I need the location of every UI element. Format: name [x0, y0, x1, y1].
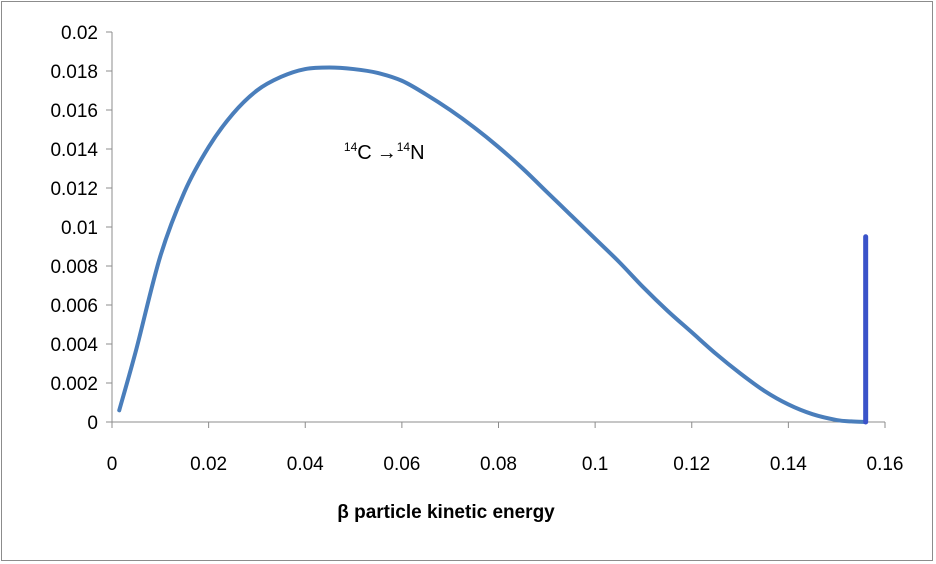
- tick-labels: 0 0.002 0.004 0.006 0.008 0.01 0.012 0.014 0.016…: [50, 23, 903, 475]
- y-tick-label: 0.004: [50, 335, 98, 356]
- x-tick-label: 0.06: [383, 454, 420, 475]
- y-tick-label: 0.01: [61, 218, 98, 239]
- plot-area: [117, 65, 869, 425]
- y-tick-label: 0.002: [50, 374, 98, 395]
- x-tick-label: 0.1: [582, 454, 608, 475]
- axes: [106, 31, 886, 428]
- annotation-sup-2: 14: [397, 140, 411, 154]
- y-tick-label: 0.014: [50, 140, 98, 161]
- y-tick-label: 0.012: [50, 179, 98, 200]
- x-tick-label: 0.16: [867, 454, 904, 475]
- annotation-base-2: N: [410, 142, 424, 164]
- x-tick-label: 0.08: [480, 454, 517, 475]
- spectrum-curve: [117, 65, 868, 424]
- y-tick-label: 0: [87, 413, 98, 434]
- annotation-sup-1: 14: [344, 140, 358, 154]
- x-tick-label: 0.14: [770, 454, 807, 475]
- decay-annotation: 14C →14N: [344, 140, 425, 164]
- annotation-arrow: →: [377, 142, 397, 164]
- x-tick-label: 0.12: [673, 454, 710, 475]
- y-tick-label: 0.006: [50, 296, 98, 317]
- x-axis-title: β particle kinetic energy: [337, 502, 555, 523]
- y-tick-label: 0.02: [61, 23, 98, 44]
- y-tick-label: 0.008: [50, 257, 98, 278]
- annotation-base-1: C: [357, 142, 371, 164]
- x-tick-label: 0.02: [190, 454, 227, 475]
- y-tick-label: 0.016: [50, 101, 98, 122]
- x-tick-label: 0.04: [287, 454, 324, 475]
- y-tick-label: 0.018: [50, 62, 98, 83]
- x-tick-label: 0: [107, 454, 118, 475]
